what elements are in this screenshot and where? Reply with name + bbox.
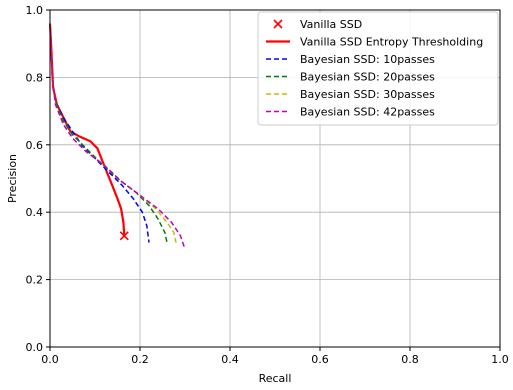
x-tick-label: 0.6: [311, 353, 329, 366]
plot-frame: [49, 9, 501, 348]
y-tick-label: 0.8: [26, 71, 44, 84]
x-tick-label: 0.0: [41, 353, 59, 366]
y-tick-label: 1.0: [26, 4, 44, 17]
y-tick-label: 0.6: [26, 139, 44, 152]
legend-entry: Vanilla SSD Entropy Thresholding: [266, 36, 483, 49]
legend-box: [257, 11, 499, 126]
legend-entry: Vanilla SSD: [273, 18, 362, 31]
x-axis-label: Recall: [259, 372, 292, 385]
x-tick-label: 0.4: [221, 353, 239, 366]
x-tick-label: 0.2: [131, 353, 149, 366]
series-line-5: [49, 23, 186, 250]
legend: Vanilla SSD Vanilla SSD Entropy Threshold…: [257, 11, 499, 126]
legend-entry: Bayesian SSD: 10passes: [266, 53, 435, 66]
legend-marker-swatch: [273, 19, 283, 29]
x-tick-label: 0.8: [401, 353, 419, 366]
legend-label: Vanilla SSD Entropy Thresholding: [300, 36, 483, 49]
y-axis-label: Precision: [6, 154, 19, 203]
legend-label: Vanilla SSD: [300, 18, 362, 31]
x-tick-label: 1.0: [491, 353, 509, 366]
legend-label: Bayesian SSD: 20passes: [300, 71, 435, 84]
legend-entry: Bayesian SSD: 20passes: [266, 71, 435, 84]
legend-entry: Bayesian SSD: 30passes: [266, 88, 435, 101]
y-tick-label: 0.0: [26, 341, 44, 354]
series-line-2: [49, 23, 150, 243]
series-line-1: [48, 23, 126, 236]
series-layer: [48, 23, 186, 250]
y-tick-label: 0.2: [26, 274, 44, 287]
y-tick-label: 0.4: [26, 206, 44, 219]
legend-entry: Bayesian SSD: 42passes: [266, 106, 435, 119]
legend-label: Bayesian SSD: 30passes: [300, 88, 435, 101]
ticks: 0.0 0.2 0.4 0.6 0.8 1.0 0.0 0.2 0.4 0.6 0.8 1.0: [26, 4, 509, 366]
legend-label: Bayesian SSD: 10passes: [300, 53, 435, 66]
legend-label: Bayesian SSD: 42passes: [300, 106, 435, 119]
